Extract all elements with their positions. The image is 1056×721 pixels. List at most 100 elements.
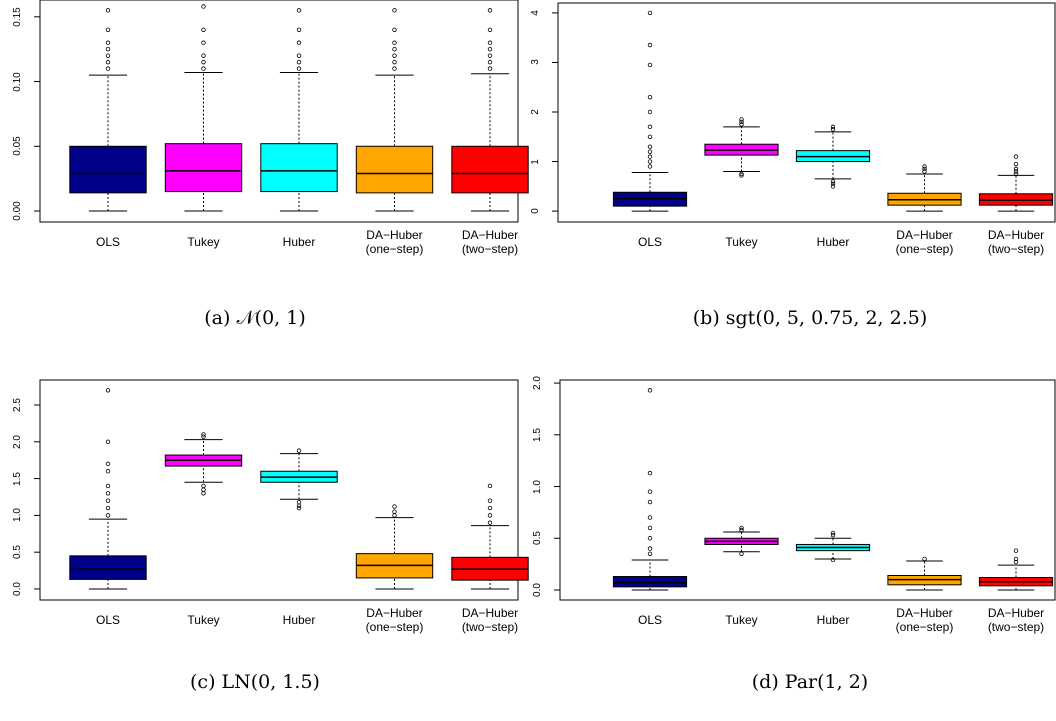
x-tick-label: DA−Huber (two−step) [987,606,1045,634]
y-tick-label: 1.5 [532,427,543,442]
outlier [647,159,653,164]
outlier [647,470,653,476]
outlier [830,184,836,189]
outlier [830,530,836,536]
x-tick-label: Tukey [725,235,758,249]
x-tick-label: Tukey [187,235,220,249]
outlier [647,144,653,149]
y-tick-label: 2.5 [12,398,23,412]
outlier [201,487,206,492]
outlier [739,525,744,531]
outlier [487,53,493,58]
outlier [296,53,302,58]
caption: (c) LN(0, 1.5) [190,671,320,693]
y-tick-label: 0.15 [12,7,23,27]
x-tick-label: DA−Huber (one−step) [895,228,954,256]
outlier [647,546,653,551]
outlier [922,164,927,169]
outlier [201,432,206,437]
outlier [487,40,493,45]
outlier [105,27,111,32]
outlier [201,59,206,65]
outlier [105,46,111,52]
outlier [105,53,111,58]
outlier [922,169,927,174]
outlier [739,527,744,533]
y-tick-label: 0 [530,208,541,214]
outlier [830,127,836,132]
outlier [105,59,111,65]
outlier [647,154,653,159]
outlier [487,8,493,13]
x-tick-label: OLS [637,613,663,627]
outlier [105,513,111,518]
box [260,143,338,193]
outlier [647,42,653,48]
outlier [1013,169,1019,174]
outlier [647,525,653,531]
outlier [105,483,111,489]
box [69,145,147,194]
caption: (b) sgt(0, 5, 0.75, 2, 2.5) [692,307,928,329]
outlier [105,66,111,71]
outlier [1013,161,1019,167]
outlier [392,59,397,65]
outlier [296,59,302,65]
outlier [105,469,111,474]
outlier [739,119,744,125]
outlier [647,109,653,115]
outlier [1013,548,1019,553]
outlier [392,46,397,52]
outlier [647,124,653,130]
outlier [487,513,493,518]
outlier [830,179,836,184]
outlier [1013,154,1019,159]
outlier [201,483,206,489]
y-tick-label: 1.0 [12,508,23,523]
outlier [487,498,493,503]
outlier [922,166,927,172]
x-tick-label: OLS [95,613,121,627]
outlier [296,27,302,32]
outlier [647,499,653,505]
outlier [105,8,111,13]
outlier [1013,171,1019,177]
x-tick-label: OLS [95,235,121,249]
outlier [296,505,302,511]
plot-frame [39,379,519,601]
x-tick-label: DA−Huber (two−step) [987,228,1045,256]
outlier [296,40,302,45]
x-tick-label: DA−Huber (two−step) [461,228,519,256]
outlier [647,388,653,393]
outlier [487,46,493,52]
outlier [201,434,206,439]
y-tick-label: 1 [530,158,541,165]
box [451,145,529,194]
x-tick-label: DA−Huber (two−step) [461,606,519,634]
outlier [647,94,653,100]
outlier [201,40,206,45]
outlier [739,122,744,127]
outlier [296,66,302,71]
outlier [392,8,397,13]
plot-frame [559,379,1056,601]
outlier [201,66,206,71]
outlier [105,461,111,467]
outlier [647,149,653,154]
outlier [105,498,111,503]
x-tick-label: OLS [637,235,663,249]
outlier [392,504,397,509]
outlier [392,509,397,514]
y-tick-label: 0.0 [12,582,23,596]
x-tick-label: DA−Huber (one−step) [895,606,954,634]
outlier [392,40,397,45]
y-tick-label: 0.05 [12,136,23,156]
outlier [105,388,111,393]
box [355,145,434,194]
y-tick-label: 0.5 [12,545,23,560]
y-tick-label: 3 [530,59,541,66]
outlier [487,66,493,71]
outlier [922,556,927,562]
